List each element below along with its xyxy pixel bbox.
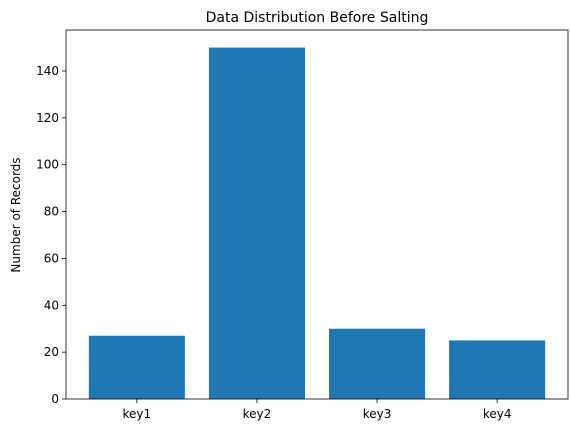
y-tick-label: 80 [44,205,59,219]
plot-frame [65,29,569,400]
bar-key3 [329,328,426,399]
y-tick-label: 40 [44,298,59,312]
bar-key2 [208,47,305,399]
x-tick-label: key1 [123,407,152,421]
y-tick-label: 100 [36,158,59,172]
y-tick-label: 0 [51,392,59,406]
y-axis-label: Number of Records [9,157,23,272]
chart-title: Data Distribution Before Salting [206,10,429,26]
bars-group [88,47,546,399]
x-axis-ticks: key1 key2 key3 key4 [123,399,512,421]
y-axis-ticks: 0 20 40 60 80 100 120 140 [36,64,66,406]
bar-key4 [449,340,546,399]
y-tick-label: 120 [36,111,59,125]
y-tick-label: 20 [44,345,59,359]
x-tick-label: key3 [363,407,392,421]
y-tick-label: 60 [44,251,59,265]
x-tick-label: key2 [243,407,272,421]
y-tick-label: 140 [36,64,59,78]
bar-key1 [88,335,185,399]
x-tick-label: key4 [483,407,512,421]
